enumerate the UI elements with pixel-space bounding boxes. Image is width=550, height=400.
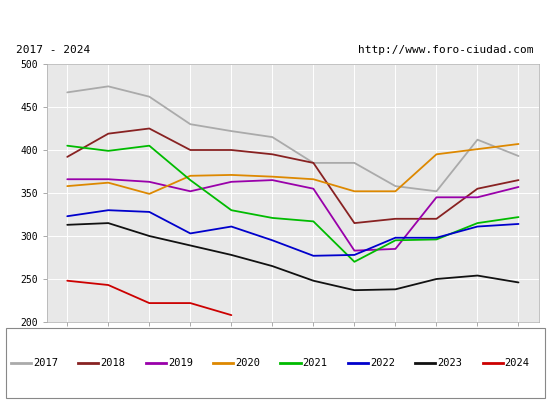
Text: http://www.foro-ciudad.com: http://www.foro-ciudad.com	[358, 45, 534, 55]
Text: Evolucion del paro registrado en Camariñas: Evolucion del paro registrado en Camariñ…	[99, 12, 451, 26]
FancyBboxPatch shape	[6, 328, 544, 398]
Text: 2019: 2019	[168, 358, 193, 368]
Text: 2023: 2023	[437, 358, 463, 368]
Text: 2020: 2020	[235, 358, 260, 368]
Text: 2024: 2024	[505, 358, 530, 368]
Text: 2018: 2018	[101, 358, 125, 368]
Text: 2017: 2017	[33, 358, 58, 368]
Text: 2021: 2021	[302, 358, 328, 368]
Text: 2017 - 2024: 2017 - 2024	[16, 45, 91, 55]
Text: 2022: 2022	[370, 358, 395, 368]
